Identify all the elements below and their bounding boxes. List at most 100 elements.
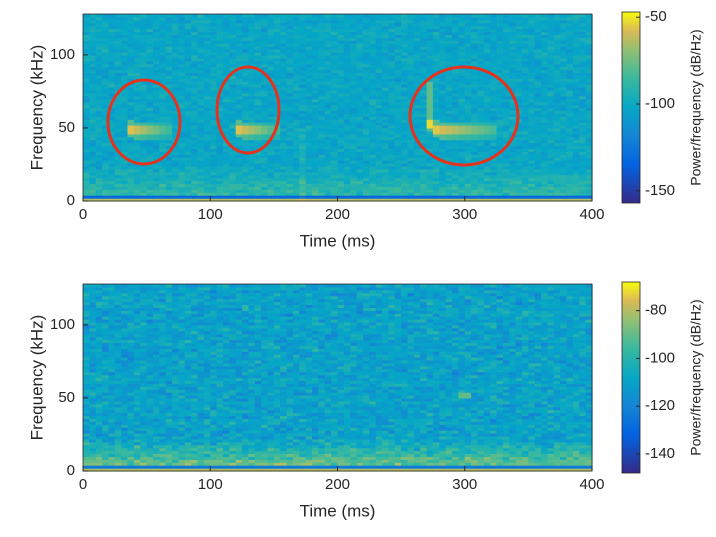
spectrogram-cell — [331, 163, 339, 167]
spectrogram-cell — [477, 60, 485, 65]
spectrogram-cell — [146, 52, 154, 56]
spectrogram-cell — [299, 160, 307, 164]
spectrogram-cell — [490, 151, 498, 155]
spectrogram-cell — [267, 192, 275, 196]
spectrogram-cell — [413, 148, 421, 152]
spectrogram-cell — [235, 116, 243, 120]
spectrogram-cell — [566, 154, 574, 158]
spectrogram-cell — [375, 113, 383, 117]
spectrogram-cell — [248, 84, 256, 88]
spectrogram-cell — [553, 110, 561, 114]
spectrogram-cell — [121, 163, 129, 167]
spectrogram-cell — [363, 174, 370, 179]
spectrogram-cell — [572, 78, 580, 82]
spectrogram-cell — [133, 116, 141, 120]
spectrogram-cell — [401, 66, 409, 71]
spectrogram-cell — [356, 95, 364, 100]
spectrogram-cell — [432, 22, 440, 27]
spectrogram-cell — [216, 154, 224, 158]
spectrogram-cell — [102, 25, 110, 30]
spectrogram-cell — [318, 122, 326, 126]
spectrogram-cell — [388, 177, 396, 182]
spectrogram-cell — [388, 133, 396, 138]
spectrogram-cell — [401, 189, 409, 193]
spectrogram-cell — [153, 195, 160, 199]
spectrogram-cell — [426, 95, 434, 100]
spectrogram-cell — [159, 192, 167, 196]
spectrogram-cell — [178, 107, 186, 111]
spectrogram-cell — [420, 157, 428, 161]
spectrogram-cell — [210, 128, 218, 132]
spectrogram-cell — [375, 43, 383, 47]
spectrogram-cell — [102, 168, 110, 173]
spectrogram-cell — [114, 198, 122, 202]
spectrogram-cell — [490, 75, 498, 79]
spectrogram-cell — [133, 60, 141, 65]
spectrogram-cell — [273, 177, 281, 182]
spectrogram-cell — [280, 98, 288, 103]
spectrogram-cell — [159, 133, 167, 138]
spectrogram-cell — [509, 192, 517, 196]
spectrogram-cell — [458, 116, 466, 120]
spectrogram-cell — [273, 28, 281, 33]
spectrogram-cell — [178, 49, 186, 53]
spectrogram-cell — [235, 157, 243, 161]
spectrogram-cell — [140, 66, 148, 71]
spectrogram-cell — [509, 165, 517, 170]
spectrogram-cell — [293, 165, 300, 170]
spectrogram-cell — [483, 122, 491, 126]
spectrogram-cell — [464, 128, 472, 132]
spectrogram-cell — [83, 22, 90, 27]
spectrogram-cell — [452, 130, 459, 135]
spectrogram-cell — [178, 63, 186, 68]
spectrogram-cell — [89, 14, 97, 18]
spectrogram-cell — [331, 92, 339, 97]
spectrogram-cell — [223, 192, 230, 196]
spectrogram-cell — [566, 14, 574, 18]
spectrogram-cell — [273, 139, 281, 144]
spectrogram-cell — [83, 122, 90, 126]
spectrogram-cell — [337, 63, 345, 68]
spectrogram-cell — [95, 28, 103, 33]
spectrogram-cell — [439, 148, 447, 152]
spectrogram-cell — [280, 34, 288, 38]
spectrogram-cell — [197, 198, 205, 202]
spectrogram-cell — [146, 43, 154, 47]
spectrogram-cell — [216, 168, 224, 173]
spectrogram-cell — [229, 84, 237, 88]
spectrogram-cell — [299, 34, 307, 38]
spectrogram-cell — [394, 116, 402, 120]
spectrogram-cell — [248, 110, 256, 114]
spectrogram-cell — [83, 110, 90, 114]
spectrogram-cell — [394, 198, 402, 202]
spectrogram-cell — [223, 133, 230, 138]
spectrogram-cell — [509, 49, 517, 53]
spectrogram-cell — [337, 119, 345, 123]
spectrogram-cell — [483, 189, 491, 193]
spectrogram-cell — [541, 157, 549, 161]
spectrogram-cell — [464, 168, 472, 173]
spectrogram-cell — [133, 19, 141, 24]
spectrogram-cell — [114, 49, 122, 53]
spectrogram-cell — [413, 16, 421, 21]
spectrogram-cell — [133, 49, 141, 53]
spectrogram-cell — [235, 31, 243, 35]
spectrogram-cell — [477, 104, 485, 109]
spectrogram-cell — [121, 142, 129, 147]
spectrogram-cell — [184, 43, 192, 47]
spectrogram-cell — [382, 189, 389, 193]
spectrogram-cell — [369, 189, 377, 193]
spectrogram-cell — [445, 95, 453, 100]
spectrogram-cell — [210, 84, 218, 88]
spectrogram-cell — [140, 69, 148, 73]
spectrogram-cell — [572, 189, 580, 193]
spectrogram-cell — [210, 189, 218, 193]
spectrogram-cell — [502, 22, 510, 27]
spectrogram-cell — [216, 174, 224, 179]
spectrogram-cell — [566, 46, 574, 50]
spectrogram-cell — [502, 151, 510, 155]
spectrogram-cell — [464, 107, 472, 111]
spectrogram-cell — [420, 116, 428, 120]
spectrogram-cell — [248, 133, 256, 138]
spectrogram-cell — [318, 60, 326, 65]
